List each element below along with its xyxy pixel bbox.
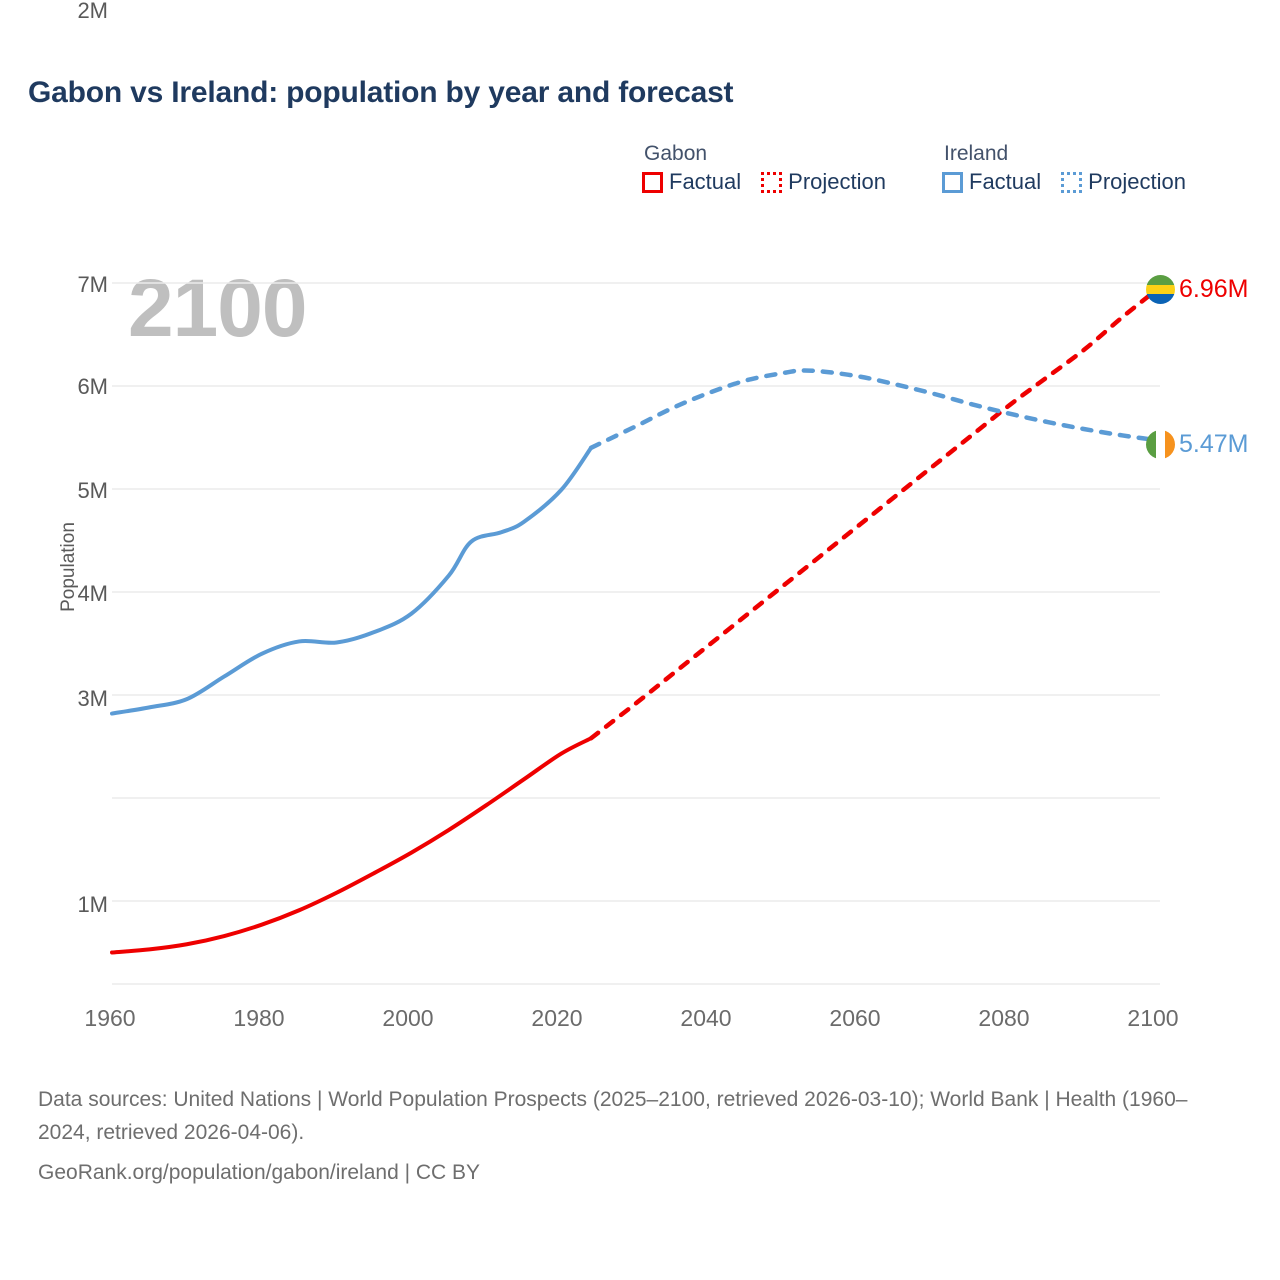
legend-item-ireland-projection[interactable]: Projection — [1061, 171, 1186, 193]
end-label-gabon: 6.96M — [1146, 275, 1248, 304]
footer-attribution[interactable]: GeoRank.org/population/gabon/ireland | C… — [38, 1161, 481, 1185]
chart-legend: Gabon Factual Projection Ireland Factual — [642, 142, 1186, 193]
legend-label-ireland-factual: Factual — [969, 169, 1042, 195]
legend-item-gabon-projection[interactable]: Projection — [761, 171, 886, 193]
legend-group-ireland: Ireland Factual Projection — [942, 142, 1186, 193]
x-tick-label: 2100 — [1127, 1005, 1179, 1031]
y-tick-label: 4M — [77, 581, 108, 606]
x-tick-label: 2080 — [978, 1005, 1030, 1031]
gabon-flag-icon — [1146, 275, 1175, 304]
x-tick-label: 2000 — [382, 1005, 434, 1031]
legend-items-gabon: Factual Projection — [642, 171, 886, 193]
y-axis-ticks: 1M 2M 3M 4M 5M 6M 7M — [0, 0, 108, 1280]
x-tick-label: 2060 — [829, 1005, 881, 1031]
end-value-ireland: 5.47M — [1179, 430, 1249, 458]
legend-swatch-solid-icon — [642, 171, 663, 193]
legend-group-gabon: Gabon Factual Projection — [642, 142, 886, 193]
y-tick-label: 2M — [77, 0, 108, 23]
legend-label-ireland-projection: Projection — [1088, 169, 1186, 195]
page-title: Gabon vs Ireland: population by year and… — [28, 76, 734, 109]
legend-group-title-gabon: Gabon — [644, 142, 708, 165]
legend-swatch-dotted-icon — [761, 171, 783, 193]
x-tick-label: 2020 — [531, 1005, 583, 1031]
y-tick-label: 6M — [77, 374, 108, 399]
footer: Data sources: United Nations | World Pop… — [38, 1084, 1238, 1190]
series-lines — [110, 284, 1163, 955]
gridlines — [112, 282, 1160, 985]
x-tick-label: 1960 — [84, 1005, 136, 1031]
year-watermark: 2100 — [128, 263, 307, 354]
legend-item-gabon-factual[interactable]: Factual — [642, 171, 741, 193]
legend-group-title-ireland: Ireland — [944, 142, 1009, 165]
y-tick-label: 1M — [77, 892, 108, 917]
legend-item-ireland-factual[interactable]: Factual — [942, 171, 1041, 193]
y-tick-label: 3M — [77, 686, 108, 711]
y-tick-label: 7M — [77, 272, 108, 297]
legend-label-gabon-projection: Projection — [788, 169, 886, 195]
legend-label-gabon-factual: Factual — [669, 169, 742, 195]
legend-swatch-dotted-icon — [1061, 171, 1083, 193]
x-tick-label: 2040 — [680, 1005, 732, 1031]
legend-items-ireland: Factual Projection — [942, 171, 1186, 193]
y-tick-label: 5M — [77, 478, 108, 503]
footer-sources: Data sources: United Nations | World Pop… — [38, 1088, 1188, 1144]
ireland-flag-icon — [1146, 430, 1175, 459]
end-label-ireland: 5.47M — [1146, 430, 1248, 459]
x-tick-label: 1980 — [233, 1005, 285, 1031]
end-value-gabon: 6.96M — [1179, 275, 1249, 303]
legend-swatch-solid-icon — [942, 171, 963, 193]
